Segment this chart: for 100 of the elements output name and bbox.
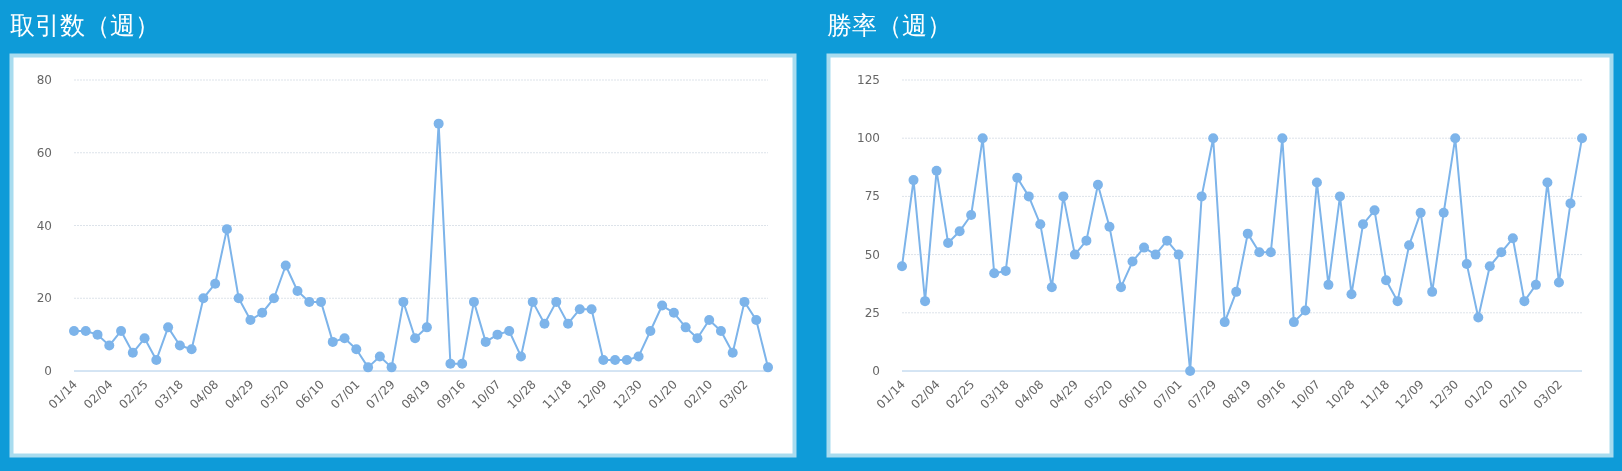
- point: [1219, 317, 1230, 328]
- point: [1242, 228, 1253, 239]
- point: [127, 347, 138, 358]
- point: [1519, 296, 1530, 307]
- point: [633, 351, 644, 362]
- point: [763, 362, 773, 373]
- point: [1542, 177, 1553, 188]
- point: [1530, 279, 1541, 290]
- point: [186, 344, 197, 355]
- point: [1127, 256, 1138, 267]
- point: [1265, 247, 1276, 258]
- point: [268, 293, 279, 304]
- point: [668, 307, 679, 318]
- point: [480, 336, 491, 347]
- point: [104, 340, 115, 351]
- point: [727, 347, 738, 358]
- point: [1507, 233, 1518, 244]
- point: [966, 210, 977, 221]
- point: [163, 322, 174, 333]
- point: [931, 165, 942, 176]
- point: [1369, 205, 1380, 216]
- point: [989, 268, 1000, 279]
- point: [1196, 191, 1207, 202]
- point: [704, 315, 715, 326]
- point: [1334, 191, 1345, 202]
- point: [1104, 221, 1115, 232]
- point: [1277, 133, 1288, 144]
- point: [363, 362, 374, 373]
- point: [457, 358, 468, 369]
- point: [1115, 282, 1126, 293]
- point: [421, 322, 432, 333]
- point: [1323, 279, 1334, 290]
- point: [151, 355, 162, 366]
- point: [92, 329, 103, 340]
- point: [908, 175, 919, 186]
- point: [1346, 289, 1357, 300]
- point: [1058, 191, 1069, 202]
- y-tick-label: 50: [864, 247, 880, 262]
- point: [351, 344, 362, 355]
- y-tick-label: 125: [857, 73, 880, 87]
- point: [1438, 207, 1449, 218]
- point: [657, 300, 668, 311]
- point: [897, 261, 907, 272]
- point: [1553, 277, 1564, 288]
- point: [751, 315, 762, 326]
- y-tick-label: 20: [36, 291, 52, 306]
- point: [1450, 133, 1461, 144]
- point: [920, 296, 931, 307]
- point: [1288, 317, 1299, 328]
- point: [515, 351, 526, 362]
- point: [116, 325, 127, 336]
- point: [433, 118, 444, 129]
- point: [198, 293, 209, 304]
- point: [374, 351, 385, 362]
- point: [1484, 261, 1495, 272]
- point: [1092, 179, 1103, 190]
- point: [598, 355, 609, 366]
- point: [977, 133, 988, 144]
- y-tick-label: 80: [36, 73, 52, 87]
- point: [1404, 240, 1415, 251]
- point: [292, 285, 303, 296]
- point: [1023, 191, 1034, 202]
- point: [1150, 249, 1161, 260]
- point: [1185, 366, 1196, 376]
- point: [257, 307, 268, 318]
- point: [1012, 172, 1023, 183]
- point: [1381, 275, 1392, 286]
- point: [1162, 235, 1173, 246]
- point: [539, 318, 550, 329]
- y-tick-label: 40: [36, 218, 52, 233]
- point: [692, 333, 703, 344]
- point: [1000, 265, 1011, 276]
- point: [280, 260, 291, 271]
- point: [1035, 219, 1046, 230]
- point: [327, 336, 338, 347]
- point: [1081, 235, 1092, 246]
- point: [339, 333, 350, 344]
- point: [1427, 286, 1438, 297]
- point: [139, 333, 150, 344]
- point: [245, 315, 256, 326]
- point: [492, 329, 503, 340]
- point: [943, 237, 954, 248]
- point: [586, 304, 597, 315]
- point: [1231, 286, 1242, 297]
- point: [316, 296, 327, 307]
- point: [739, 296, 750, 307]
- chart-title: 勝率（週）: [827, 11, 952, 40]
- point: [1311, 177, 1322, 188]
- point: [410, 333, 421, 344]
- point: [233, 293, 244, 304]
- point: [1139, 242, 1150, 253]
- point: [563, 318, 574, 329]
- point: [1473, 312, 1484, 323]
- point: [1300, 305, 1311, 316]
- point: [398, 296, 409, 307]
- y-tick-label: 0: [872, 364, 880, 378]
- point: [680, 322, 691, 333]
- y-tick-label: 0: [44, 364, 52, 378]
- point: [527, 296, 538, 307]
- point: [1173, 249, 1184, 260]
